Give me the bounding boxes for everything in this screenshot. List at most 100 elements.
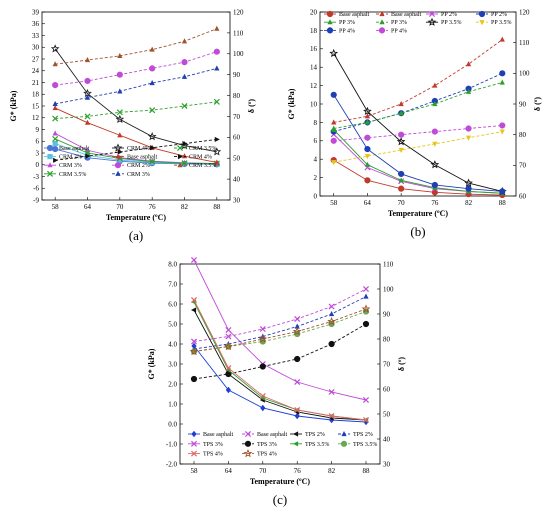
y2-tick-label: 110: [233, 29, 244, 37]
series-8: [52, 98, 220, 122]
x-tick-label: 58: [191, 467, 199, 475]
y2-tick-label: 80: [519, 131, 527, 139]
series-line: [55, 101, 217, 119]
y-axis-label: G* (kPa): [287, 88, 296, 119]
legend-item: PP 3%: [376, 19, 407, 26]
data-point: [190, 375, 198, 383]
data-point: [465, 185, 472, 192]
data-point: [149, 46, 155, 52]
legend-label: CRM 3.5%: [189, 163, 216, 169]
y-tick-label: 2: [314, 174, 318, 182]
series-6: [52, 48, 220, 89]
data-point: [149, 80, 155, 86]
data-point: [115, 114, 125, 124]
series-line: [193, 308, 367, 352]
legend-label: Base asphalt: [391, 12, 421, 18]
y-tick-label: 2.0: [168, 380, 177, 388]
data-point: [499, 129, 505, 135]
legend-label: CRM 4%: [127, 146, 150, 152]
legend-label: CRM 3%: [59, 163, 82, 169]
data-point: [224, 341, 233, 351]
data-point: [430, 160, 440, 169]
data-point: [117, 157, 123, 163]
legend-label: PP 3.5%: [491, 20, 511, 26]
y-tick-label: 8.0: [168, 260, 177, 268]
legend-swatch-marker: [176, 144, 184, 152]
legend: Base asphalt Base asphalt TPS 2% TPS 2% TPS …: [188, 430, 377, 458]
y-tick-label: 12: [32, 114, 40, 122]
data-point: [214, 159, 220, 165]
y-tick-label: -6: [33, 185, 39, 193]
legend-label: TPS 3.5%: [353, 442, 377, 448]
legend-label: TPS 4%: [203, 452, 223, 458]
legend-item: Base asphalt: [376, 11, 421, 18]
data-point: [328, 412, 335, 420]
data-point: [465, 88, 472, 94]
legend-swatch-marker: [114, 162, 122, 169]
x-tick-label: 70: [259, 467, 267, 475]
data-point: [52, 130, 58, 136]
panel-c: -2.0 -1.0 0.0 1.0 2.0 3.0 4.0 5.0 6.0 7.0 8.0 30 40 5…: [147, 256, 406, 507]
data-point: [331, 125, 337, 131]
series-3: [330, 70, 506, 135]
data-point: [225, 386, 231, 394]
data-point: [499, 188, 506, 195]
data-point: [431, 128, 438, 135]
legend-label: CRM 2%: [59, 155, 82, 161]
data-point: [225, 333, 232, 340]
data-point: [362, 416, 370, 424]
series-line: [333, 94, 503, 192]
legend-item: PP 3.5%: [426, 17, 461, 26]
legend-item: PP 4%: [376, 27, 407, 34]
y2-tick-label: 60: [233, 134, 241, 142]
legend-label: PP 3.5%: [441, 20, 461, 26]
data-point: [52, 115, 59, 122]
x-tick-label: 82: [465, 199, 473, 207]
y-tick-label: 10: [310, 100, 318, 108]
y2-tick-label: 110: [519, 39, 530, 47]
y2-axis-label: δ (º): [247, 99, 256, 113]
y-tick-label: 15: [32, 102, 40, 110]
y-tick-label: 9: [36, 126, 40, 134]
data-point: [398, 177, 404, 183]
series-9: [53, 136, 220, 163]
legend-item: CRM 4%: [174, 154, 212, 161]
x-tick-label: 64: [84, 203, 92, 211]
panel-label: (b): [410, 224, 425, 239]
data-point: [181, 38, 188, 44]
series-7: [52, 65, 220, 106]
series-line: [333, 159, 503, 196]
series-line: [193, 259, 367, 401]
legend-swatch-marker: [293, 431, 299, 437]
x-tick-label: 88: [363, 467, 371, 475]
data-point: [398, 101, 404, 107]
legend-item: Base asphalt: [44, 144, 89, 152]
series-8: [330, 91, 506, 195]
y-tick-label: 18: [32, 91, 40, 99]
legend-item: TPS 3%: [188, 440, 223, 448]
y-axis-label: G* (kPa): [9, 90, 18, 121]
series-1: [190, 285, 370, 345]
data-point: [328, 340, 335, 348]
series-line: [193, 345, 367, 423]
data-point: [52, 105, 58, 111]
legend-swatch-marker: [378, 27, 386, 34]
legend-swatch-marker: [115, 170, 121, 176]
legend-label: TPS 4%: [257, 452, 277, 458]
series-line: [333, 82, 503, 129]
y-tick-label: 1.0: [168, 400, 177, 408]
data-point: [364, 177, 371, 184]
data-point: [364, 145, 371, 153]
legend-item: Base asphalt: [324, 10, 369, 18]
legend-label: PP 2%: [441, 12, 457, 18]
series-3: [191, 293, 369, 352]
legend-item: CRM 3%: [112, 170, 150, 178]
data-point: [398, 131, 405, 138]
series-line: [193, 301, 367, 421]
series-9: [189, 304, 371, 356]
x-axis-label: Temperature (ºC): [106, 213, 167, 222]
data-point: [464, 178, 473, 187]
data-point: [191, 307, 197, 313]
legend-swatch-marker: [379, 11, 385, 17]
y2-tick-label: 70: [519, 162, 527, 170]
